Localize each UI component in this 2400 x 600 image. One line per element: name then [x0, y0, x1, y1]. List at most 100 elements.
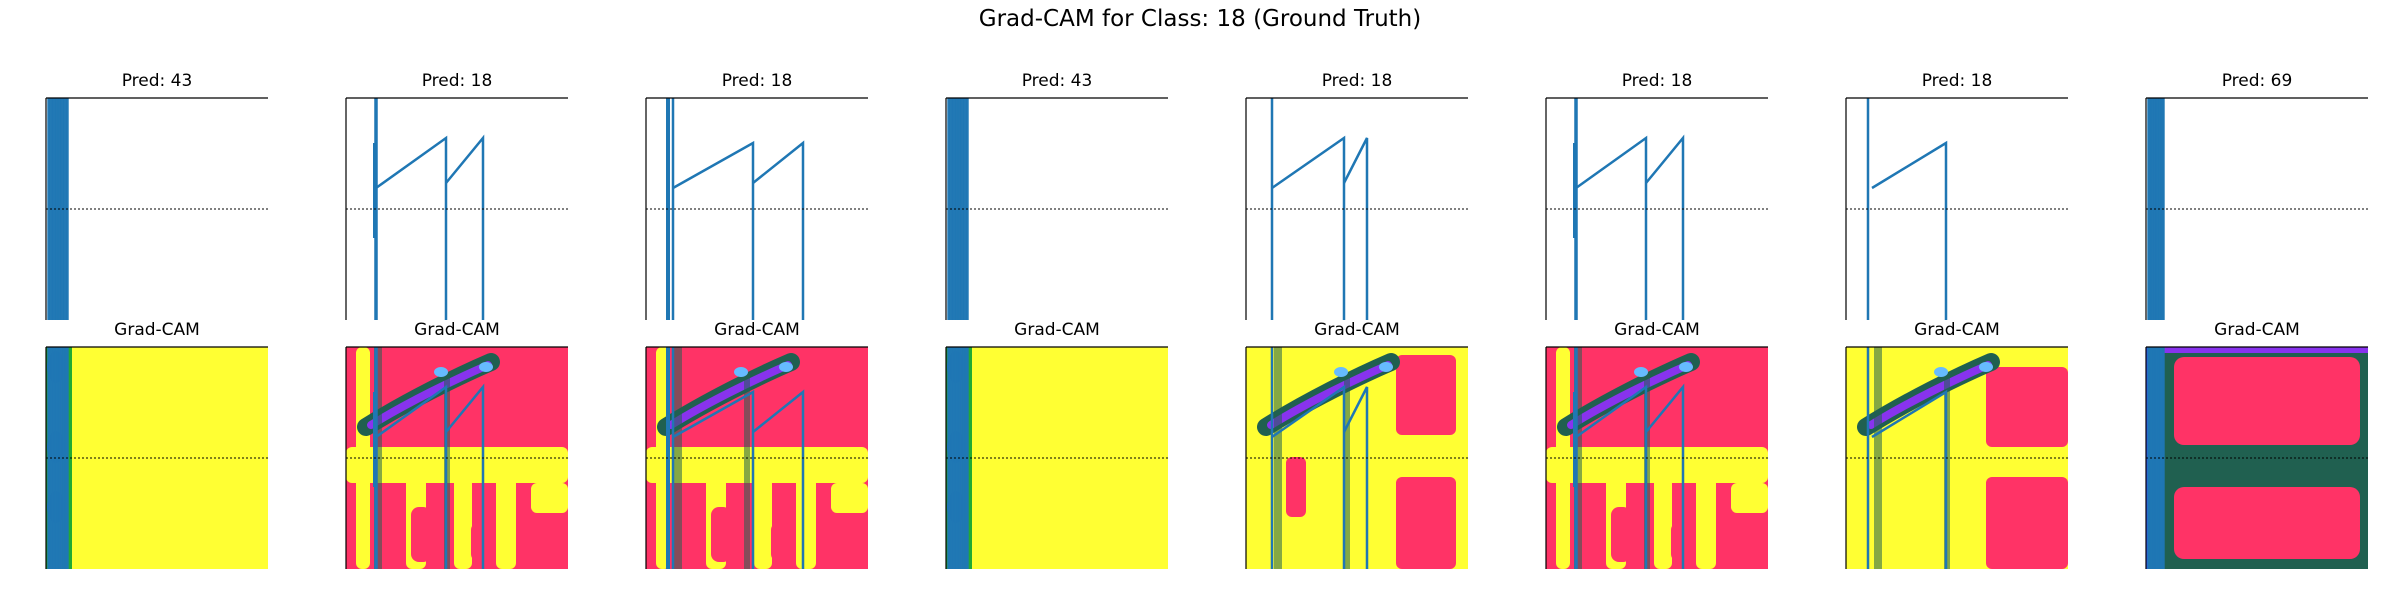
- gradcam-6-cam-high-5: [1731, 483, 1768, 513]
- gradcam-2-cam-pocket-0: [411, 507, 431, 562]
- gradcam-7-cam-peak-0: [1934, 367, 1948, 377]
- gradcam-5-cam-edge-1: [1344, 377, 1350, 569]
- gradcam-3-segment-3: [752, 389, 805, 569]
- gradcam-3-cam-high-3: [754, 467, 772, 569]
- gradcam-panel-8: Grad-CAM: [2145, 320, 2368, 569]
- gradcam-3-cam-peak-0: [734, 367, 748, 377]
- gradcam-2-cam-high-5: [531, 483, 568, 513]
- gradcam-7-cam-peak-1: [1979, 362, 1993, 372]
- figure-title: Grad-CAM for Class: 18 (Ground Truth): [978, 6, 1422, 32]
- gradcam-panel-5-title: Grad-CAM: [1314, 320, 1400, 340]
- signal-panel-5: Pred: 18: [1245, 71, 1468, 320]
- gradcam-panel-2: Grad-CAM: [345, 320, 568, 569]
- signal-7-segment-1: [1871, 140, 1948, 320]
- gradcam-5-segment-1: [1271, 384, 1346, 569]
- signal-panel-6: Pred: 18: [1545, 71, 1768, 320]
- gradcam-7-segment-1: [1871, 389, 1948, 569]
- signal-panel-8-title: Pred: 69: [2221, 71, 2293, 91]
- signal-panel-1-title: Pred: 43: [121, 71, 193, 91]
- signal-panel-6-title: Pred: 18: [1621, 71, 1693, 91]
- gradcam-5-segment-2: [1342, 386, 1369, 569]
- signal-3-segment-2: [672, 140, 755, 320]
- gradcam-5-cam-block-1: [1396, 477, 1456, 569]
- signal-panel-7-title: Pred: 18: [1921, 71, 1993, 91]
- signal-panel-7: Pred: 18: [1845, 71, 2068, 320]
- signal-panel-5-title: Pred: 18: [1321, 71, 1393, 91]
- signal-panel-5-plot: [1245, 97, 1468, 320]
- gradcam-5-cam-peak-0: [1334, 367, 1348, 377]
- signal-panel-7-plot: [1845, 97, 2068, 320]
- signal-panel-8-plot: [2145, 97, 2368, 320]
- gradcam-3-cam-pocket-0: [711, 507, 731, 562]
- gradcam-8-cam-block-bottom: [2174, 487, 2360, 559]
- gradcam-panel-7-plot: [1845, 346, 2068, 569]
- gradcam-2-cam-pocket-1: [471, 522, 491, 562]
- signal-2-segment-3: [445, 134, 485, 320]
- gradcam-8-cam-block-top: [2174, 357, 2360, 445]
- gradcam-panel-1: Grad-CAM: [45, 320, 268, 569]
- gradcam-panel-7: Grad-CAM: [1845, 320, 2068, 569]
- signal-panel-4: Pred: 43: [945, 71, 1168, 320]
- signal-panel-1: Pred: 43: [45, 71, 268, 320]
- gradcam-7-cam-streak-core: [1867, 361, 1992, 429]
- signal-panel-3: Pred: 18: [645, 71, 868, 320]
- signal-5-segment-1: [1271, 135, 1346, 320]
- gradcam-panel-3-plot: [645, 346, 868, 569]
- signal-6-segment-2: [1575, 135, 1648, 320]
- gradcam-8-cam-edge: [2164, 347, 2368, 353]
- gradcam-2-cam-high-3: [454, 467, 472, 569]
- gradcam-3-cam-peak-1: [779, 362, 793, 372]
- gradcam-6-cam-high-4: [1696, 457, 1716, 569]
- signal-panel-3-title: Pred: 18: [721, 71, 793, 91]
- gradcam-3-cam-pocket-1: [771, 522, 791, 562]
- gradcam-panel-3-title: Grad-CAM: [714, 320, 800, 340]
- gradcam-2-cam-peak-0: [434, 367, 448, 377]
- gradcam-panel-1-plot: [45, 346, 268, 569]
- gradcam-panel-1-title: Grad-CAM: [114, 320, 200, 340]
- gradcam-5-cam-streak-core: [1267, 361, 1392, 429]
- gradcam-6-cam-pocket-1: [1671, 522, 1691, 562]
- gradcam-3-cam-high-4: [796, 457, 816, 569]
- gradcam-6-cam-peak-0: [1634, 367, 1648, 377]
- gradcam-2-cam-high-4: [496, 457, 516, 569]
- signal-panel-2-title: Pred: 18: [421, 71, 493, 91]
- signal-6-segment-3: [1645, 134, 1685, 320]
- gradcam-3-cam-high-5: [831, 483, 868, 513]
- gradcam-5-cam-peak-1: [1379, 362, 1393, 372]
- gradcam-panel-5-plot: [1245, 346, 1468, 569]
- gradcam-2-cam-streak-core: [367, 361, 492, 429]
- gradcam-5-cam-block-2: [1286, 457, 1306, 517]
- signal-2-segment-2: [375, 135, 448, 320]
- signal-panel-3-plot: [645, 97, 868, 320]
- gradcam-7-cam-block-1: [1986, 477, 2068, 569]
- gradcam-panel-4-plot: [945, 346, 1168, 569]
- gradcam-2-segment-2: [375, 384, 448, 569]
- gradcam-panel-6: Grad-CAM: [1545, 320, 1768, 569]
- signal-panel-4-plot: [945, 97, 1168, 320]
- signal-panel-4-title: Pred: 43: [1021, 71, 1093, 91]
- signal-3-segment-3: [752, 140, 805, 320]
- signal-panel-2-plot: [345, 97, 568, 320]
- gradcam-panel-6-plot: [1545, 346, 1768, 569]
- signal-panel-2: Pred: 18: [345, 71, 568, 320]
- signal-panel-8: Pred: 69: [2145, 71, 2368, 320]
- gradcam-panel-8-plot: [2145, 346, 2368, 569]
- gradcam-panel-4-title: Grad-CAM: [1014, 320, 1100, 340]
- gradcam-panel-4: Grad-CAM: [945, 320, 1168, 569]
- gradcam-panel-5: Grad-CAM: [1245, 320, 1468, 569]
- gradcam-panel-7-title: Grad-CAM: [1914, 320, 2000, 340]
- gradcam-6-cam-streak-core: [1567, 361, 1692, 429]
- gradcam-3-cam-edge-1: [744, 377, 750, 569]
- gradcam-6-cam-high-3: [1654, 467, 1672, 569]
- gradcam-3-segment-2: [672, 389, 755, 569]
- signal-5-segment-2: [1342, 137, 1369, 320]
- signal-panel-6-plot: [1545, 97, 1768, 320]
- gradcam-3-cam-streak-core: [667, 361, 792, 429]
- gradcam-panel-2-title: Grad-CAM: [414, 320, 500, 340]
- gradcam-panel-8-title: Grad-CAM: [2214, 320, 2300, 340]
- gradcam-5-cam-block-0: [1396, 355, 1456, 435]
- gradcam-panel-3: Grad-CAM: [645, 320, 868, 569]
- gradcam-6-segment-2: [1575, 384, 1648, 569]
- gradcam-6-cam-peak-1: [1679, 362, 1693, 372]
- signal-panel-1-plot: [45, 97, 268, 320]
